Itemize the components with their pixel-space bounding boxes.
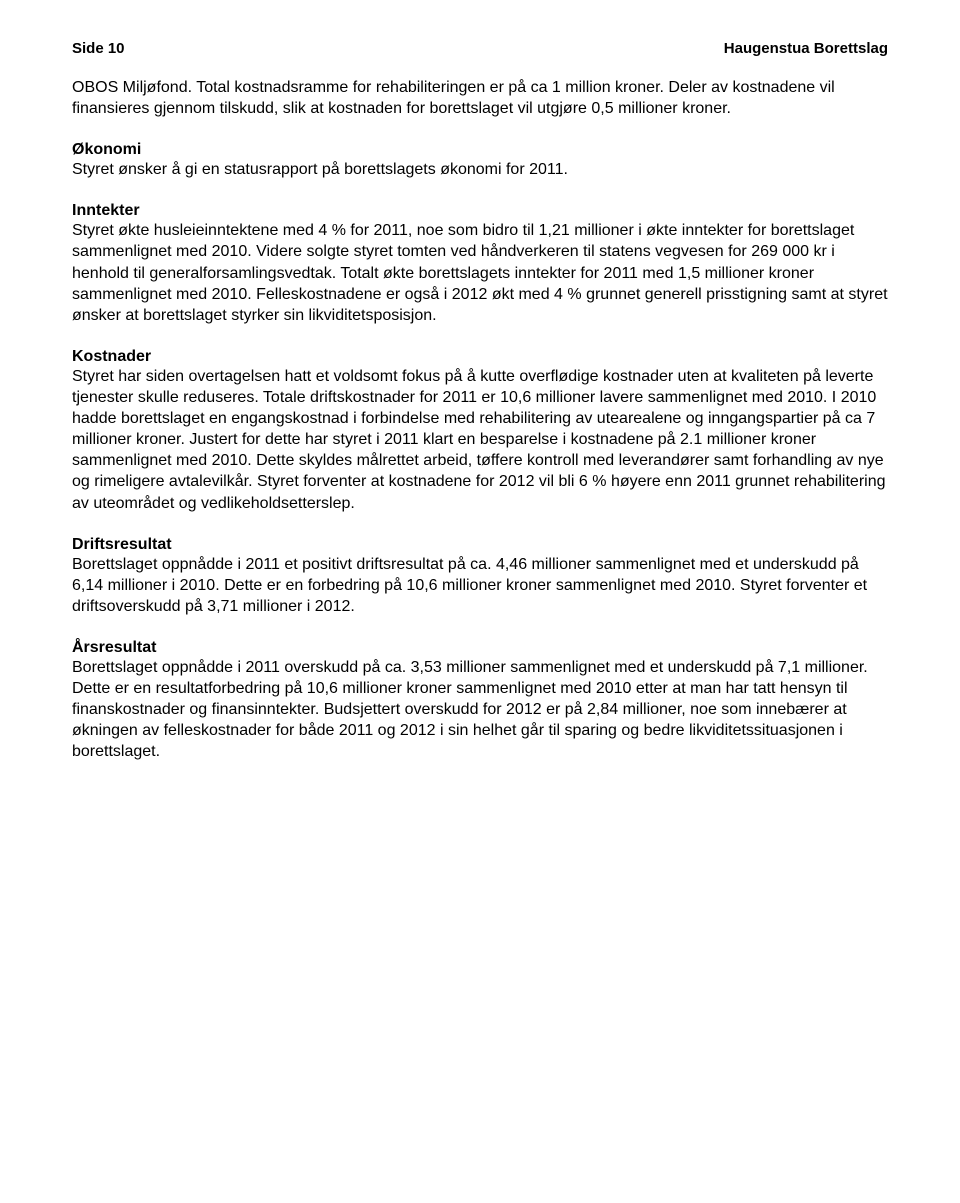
paragraph-inntekter: Styret økte husleieinntektene med 4 % fo… [72,220,888,326]
heading-okonomi: Økonomi [72,141,888,159]
page-header: Side 10 Haugenstua Borettslag [72,40,888,57]
heading-inntekter: Inntekter [72,202,888,220]
paragraph-kostnader: Styret har siden overtagelsen hatt et vo… [72,366,888,514]
heading-kostnader: Kostnader [72,348,888,366]
paragraph-driftsresultat: Borettslaget oppnådde i 2011 et positivt… [72,554,888,617]
paragraph-arsresultat: Borettslaget oppnådde i 2011 overskudd p… [72,657,888,763]
page-number-label: Side 10 [72,40,125,57]
intro-paragraph: OBOS Miljøfond. Total kostnadsramme for … [72,77,888,119]
document-page: Side 10 Haugenstua Borettslag OBOS Miljø… [0,0,960,1203]
paragraph-okonomi: Styret ønsker å gi en statusrapport på b… [72,159,888,180]
heading-arsresultat: Årsresultat [72,639,888,657]
heading-driftsresultat: Driftsresultat [72,536,888,554]
document-title: Haugenstua Borettslag [724,40,888,57]
